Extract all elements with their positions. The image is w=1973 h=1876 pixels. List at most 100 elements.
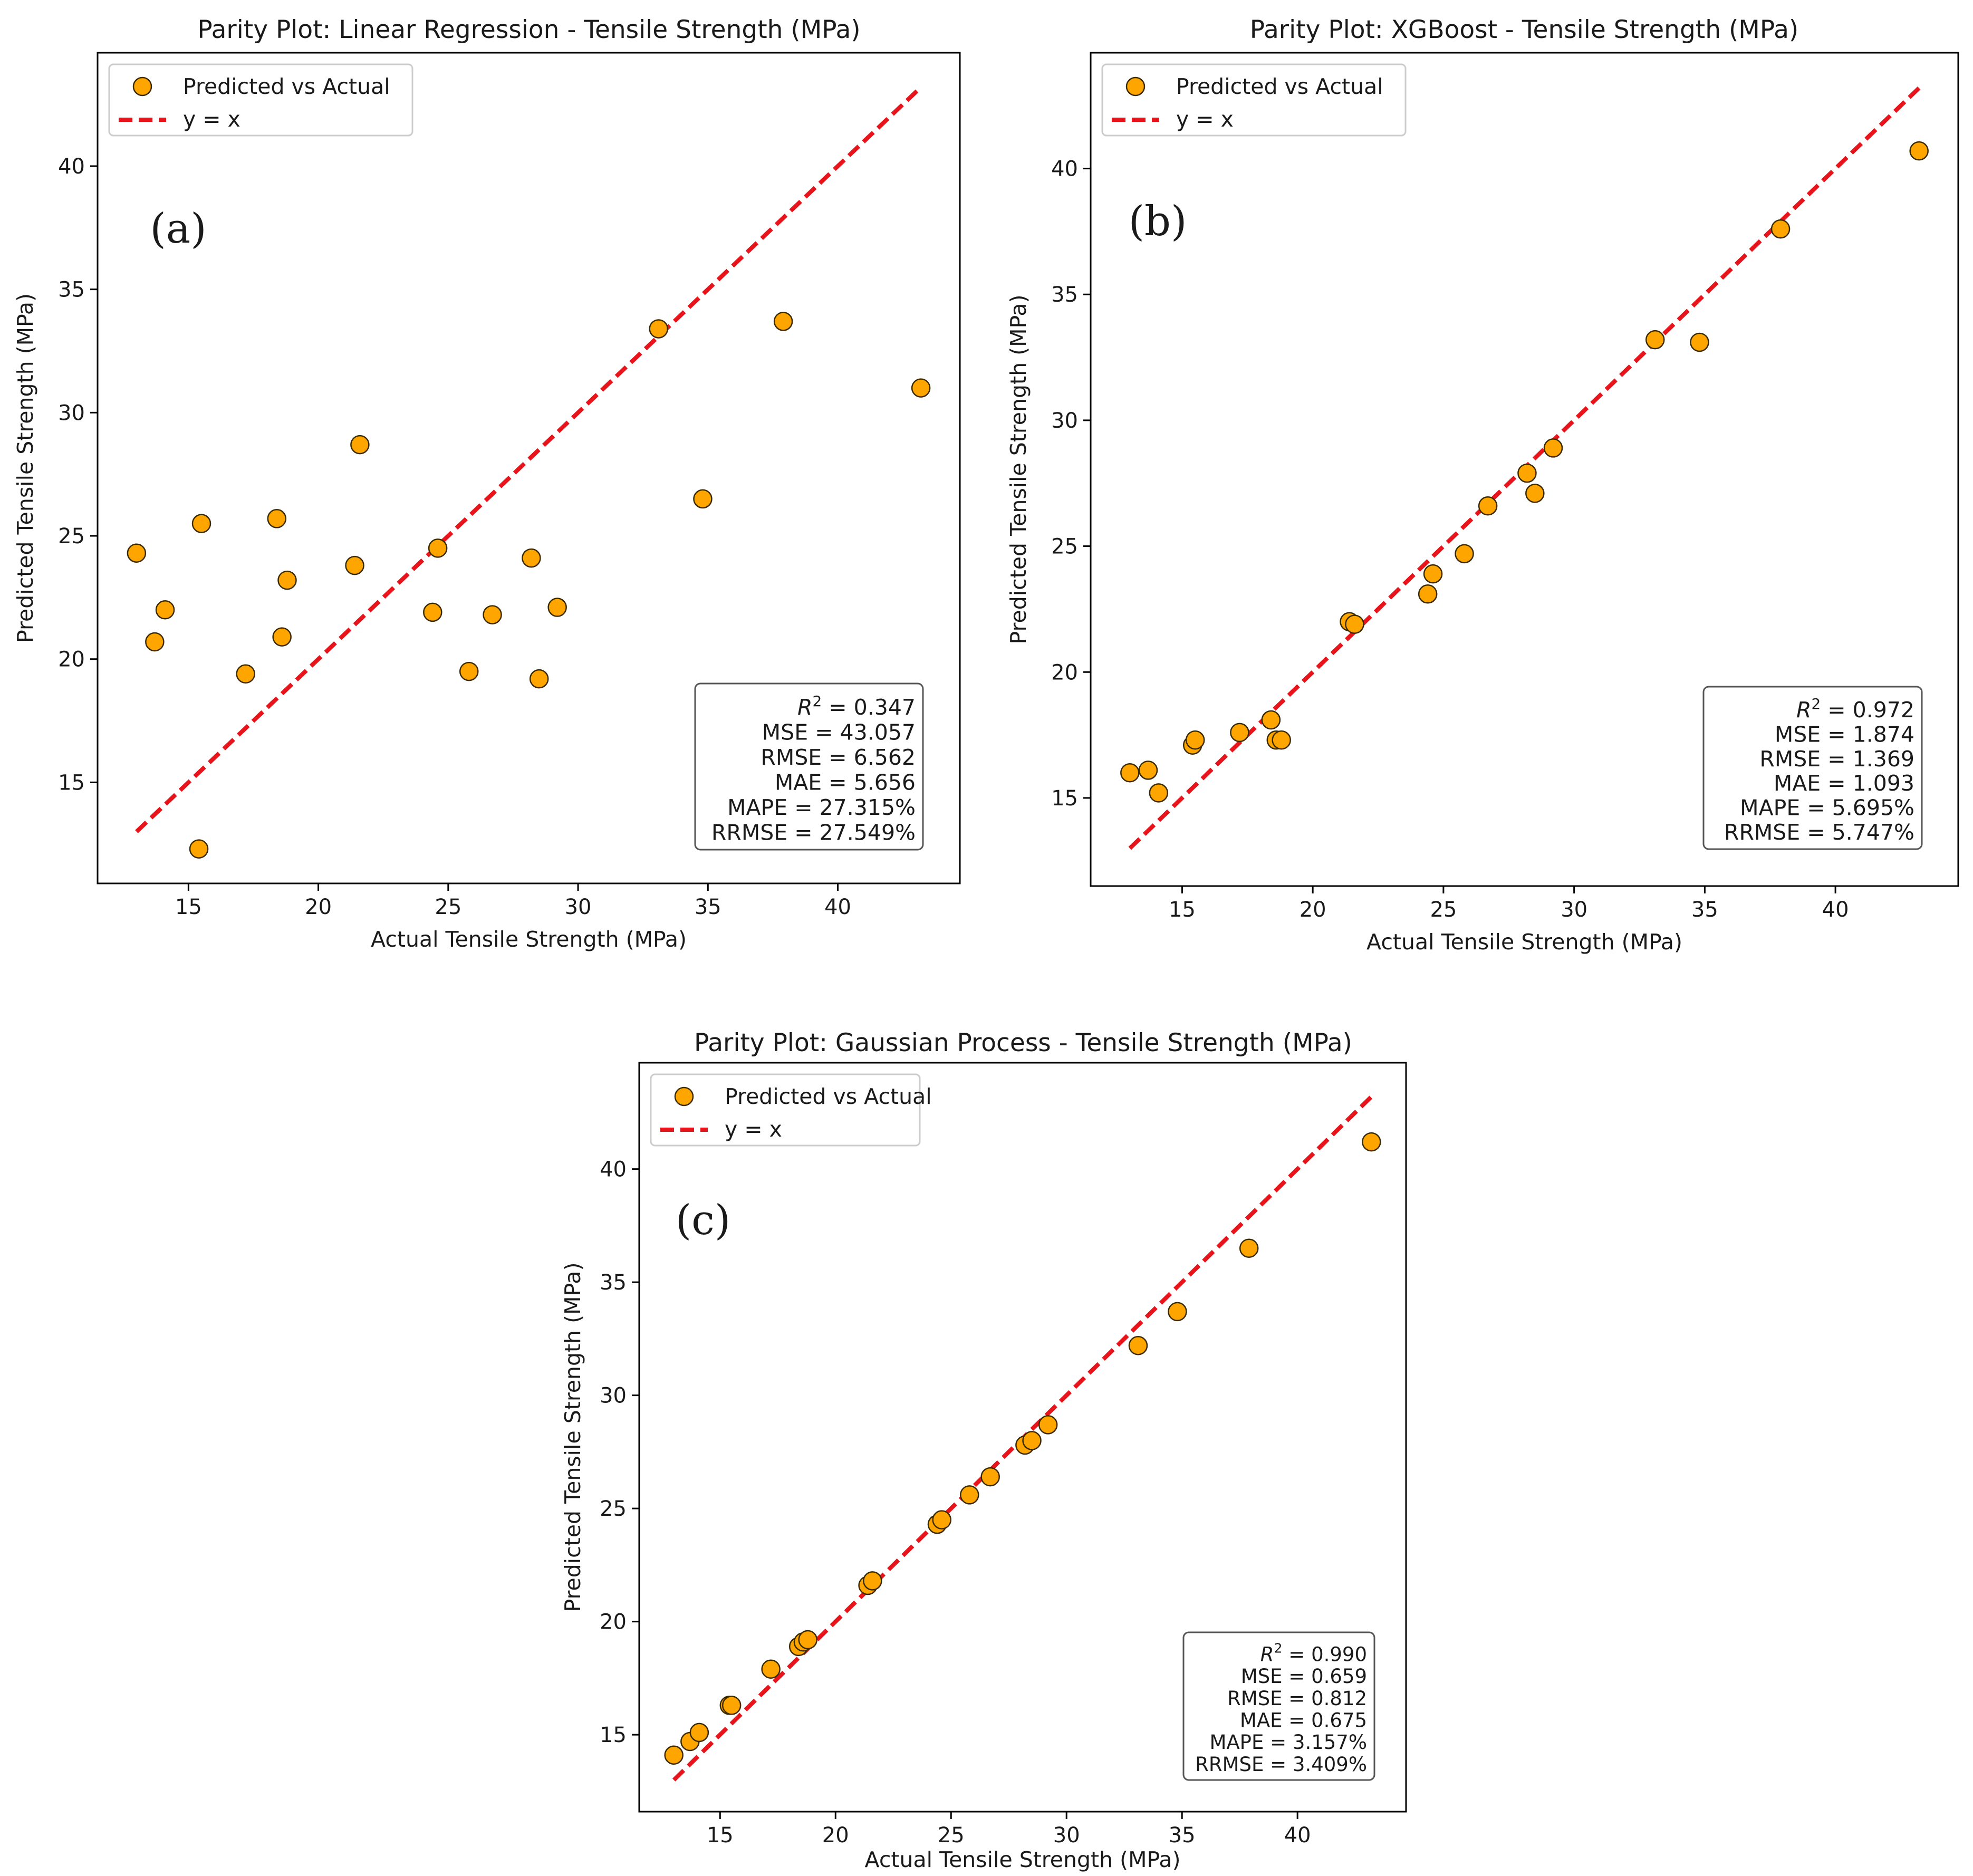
metric-name: RMSE [761,745,822,770]
data-point [1770,219,1791,239]
data-point [932,1510,951,1529]
metric-superscript: 2 [812,692,822,710]
data-point [350,435,370,455]
y-axis-label: Predicted Tensile Strength (MPa) [560,1263,585,1612]
data-point [345,555,364,575]
metric-equals: = [1283,1665,1312,1688]
metric-r: R2 = 0.347 [797,692,916,720]
y-tick-label: 15 [58,771,85,795]
metric-equals: = [1283,1709,1312,1732]
plot-area [638,1062,1407,1813]
panel-a: Parity Plot: Linear Regression - Tensile… [13,15,961,952]
metric-equals: = [1264,1731,1293,1754]
y-tick-label: 30 [1051,409,1078,433]
x-tick-label: 40 [1284,1823,1311,1848]
x-tick-label: 15 [175,895,202,919]
data-point [1230,723,1249,743]
x-tick-label: 30 [1561,898,1587,922]
chart-title: Parity Plot: XGBoost - Tensile Strength … [1250,15,1798,44]
metric-name: MAE [1240,1709,1283,1732]
data-point [1362,1132,1381,1152]
legend-label-line: y = x [183,107,240,132]
data-point [547,598,567,617]
panel-c: Parity Plot: Gaussian Process - Tensile … [560,1028,1407,1872]
metric-value: 6.562 [854,745,916,770]
panel-label: (b) [1129,198,1187,245]
y-axis-label: Predicted Tensile Strength (MPa) [13,293,38,643]
legend-label-scatter: Predicted vs Actual [1176,74,1383,99]
data-point [145,632,165,652]
x-tick-label: 30 [565,895,592,919]
y-tick-label: 30 [58,401,85,425]
metric-name: MAE [1774,771,1821,796]
data-point [1645,330,1665,350]
legend-marker [132,76,152,97]
metric-value: 0.972 [1853,697,1914,723]
data-point [1120,763,1140,783]
x-tick-label: 30 [1053,1823,1080,1848]
metric-equals: = [1800,795,1832,820]
chart-title: Parity Plot: Gaussian Process - Tensile … [694,1028,1352,1057]
metric-value: 0.347 [854,695,916,720]
data-point [1261,710,1281,730]
data-point [689,1723,709,1743]
metric-equals: = [808,720,840,745]
y-tick-label: 25 [1051,535,1078,559]
data-point [960,1485,979,1505]
x-tick-label: 35 [1691,898,1718,922]
x-tick-label: 35 [695,895,721,919]
data-point [428,538,448,558]
metric-name: MSE [762,720,808,745]
x-tick-label: 25 [435,895,461,919]
metric-value: 27.549% [820,820,916,845]
data-point [773,312,793,331]
y-tick-label: 20 [1051,660,1078,685]
data-point [277,570,297,590]
data-point [863,1571,882,1591]
metric-r: R2 = 0.972 [1796,695,1914,723]
metric-name: RMSE [1759,746,1821,772]
data-point [1909,141,1929,161]
legend-box [108,63,413,137]
data-point [1128,1336,1148,1355]
data-point [1517,463,1537,483]
metric-name: RRMSE [711,820,787,845]
x-tick-label: 20 [1300,898,1326,922]
metric-r: R2 = 0.990 [1260,1641,1367,1666]
metric-mae: MAE = 0.675 [1240,1709,1367,1732]
x-tick-label: 20 [305,895,332,919]
y-tick-label: 40 [600,1158,627,1182]
legend-box [1101,63,1407,137]
data-point [1525,484,1545,503]
legend-label-scatter: Predicted vs Actual [183,74,390,99]
metrics-box [1702,686,1923,850]
metric-value: 43.057 [840,720,916,745]
data-point [798,1630,817,1650]
metric-rrmse: RRMSE = 5.747% [1724,820,1914,845]
y-tick-label: 40 [58,155,85,179]
data-point [529,669,549,689]
metric-rmse: RMSE = 0.812 [1227,1687,1367,1710]
panel-label: (a) [150,205,206,253]
y-tick-label: 30 [600,1384,627,1408]
metric-mape: MAPE = 3.157% [1209,1731,1367,1754]
metric-value: 3.157% [1293,1731,1367,1754]
data-point [155,600,175,620]
metric-mae: MAE = 5.656 [775,770,916,795]
y-tick-label: 15 [1051,786,1078,811]
x-tick-label: 25 [1430,898,1457,922]
metric-mape: MAPE = 27.315% [727,795,916,820]
x-tick-label: 20 [822,1823,849,1848]
y-tick-label: 20 [58,648,85,672]
data-point [1168,1302,1187,1322]
x-tick-label: 15 [1169,898,1196,922]
metric-name: R [1260,1643,1274,1666]
metric-equals: = [1283,1643,1312,1666]
data-point [721,1696,742,1715]
data-point [1239,1238,1259,1258]
panel-b: Parity Plot: XGBoost - Tensile Strength … [1006,15,1959,955]
data-point [272,627,292,647]
metric-equals: = [822,745,853,770]
metric-value: 5.656 [854,770,916,795]
